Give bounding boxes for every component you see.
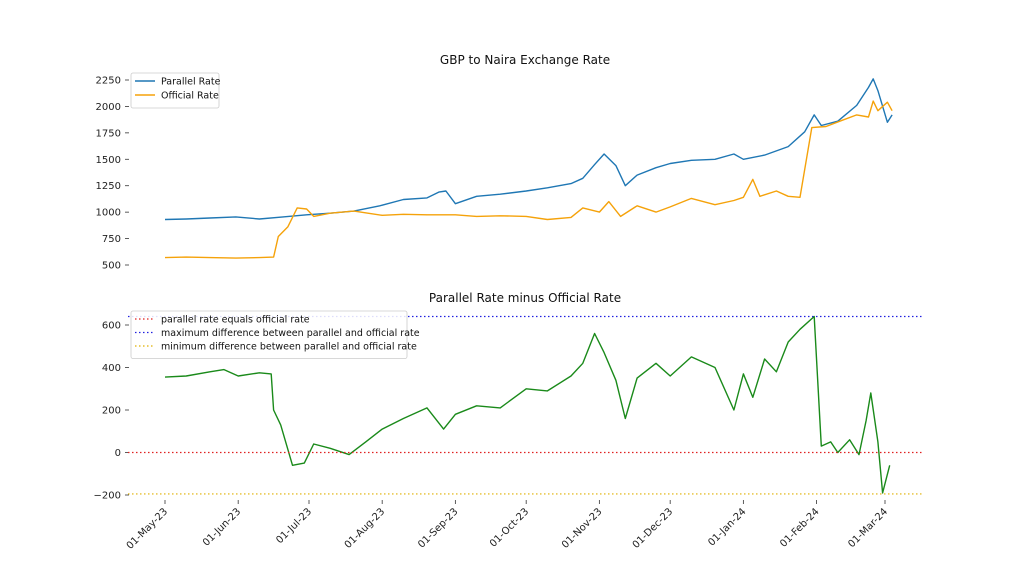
y-tick-label: 1250 (96, 181, 121, 192)
x-tick-label: 01-Feb-24 (778, 506, 821, 549)
y-tick-label: 0 (115, 448, 121, 459)
x-tick-label: 01-May-23 (125, 506, 170, 551)
x-tick-label: 01-Aug-23 (343, 506, 388, 551)
legend-label: Official Rate (161, 91, 219, 102)
y-tick-label: 500 (102, 261, 121, 272)
x-tick-label: 01-Jun-23 (201, 506, 243, 548)
x-tick-label: 01-Nov-23 (560, 506, 604, 550)
y-tick-label: 1500 (96, 155, 121, 166)
y-tick-label: 1000 (96, 208, 121, 219)
y-tick-label: 600 (102, 321, 121, 332)
legend-box (130, 310, 408, 359)
series-line-difference (164, 315, 891, 494)
x-tick-label: 01-Jan-24 (706, 506, 748, 548)
chart-1-title: Parallel Rate minus Official Rate (429, 291, 621, 305)
series-line-official-rate (164, 100, 893, 259)
x-tick-label: 01-Oct-23 (488, 506, 531, 549)
y-tick-label: 750 (102, 234, 121, 245)
y-tick-label: 400 (102, 363, 121, 374)
x-tick-label: 01-Dec-23 (631, 506, 676, 551)
legend-label: maximum difference between parallel and … (161, 328, 420, 339)
x-tick-label: 01-Jul-23 (274, 506, 314, 546)
y-tick-label: 2000 (96, 102, 121, 113)
x-tick-label: 01-Sep-23 (416, 506, 460, 550)
y-tick-label: −200 (94, 491, 121, 502)
y-tick-label: 200 (102, 406, 121, 417)
y-tick-label: 2250 (96, 76, 121, 87)
chart-0-title: GBP to Naira Exchange Rate (440, 53, 610, 67)
legend-label: Parallel Rate (161, 77, 221, 88)
series-line-parallel-rate (164, 78, 893, 221)
legend-label: parallel rate equals official rate (161, 315, 310, 326)
y-tick-label: 1750 (96, 128, 121, 139)
legend-label: minimum difference between parallel and … (161, 342, 417, 353)
x-tick-label: 01-Mar-24 (846, 506, 890, 550)
